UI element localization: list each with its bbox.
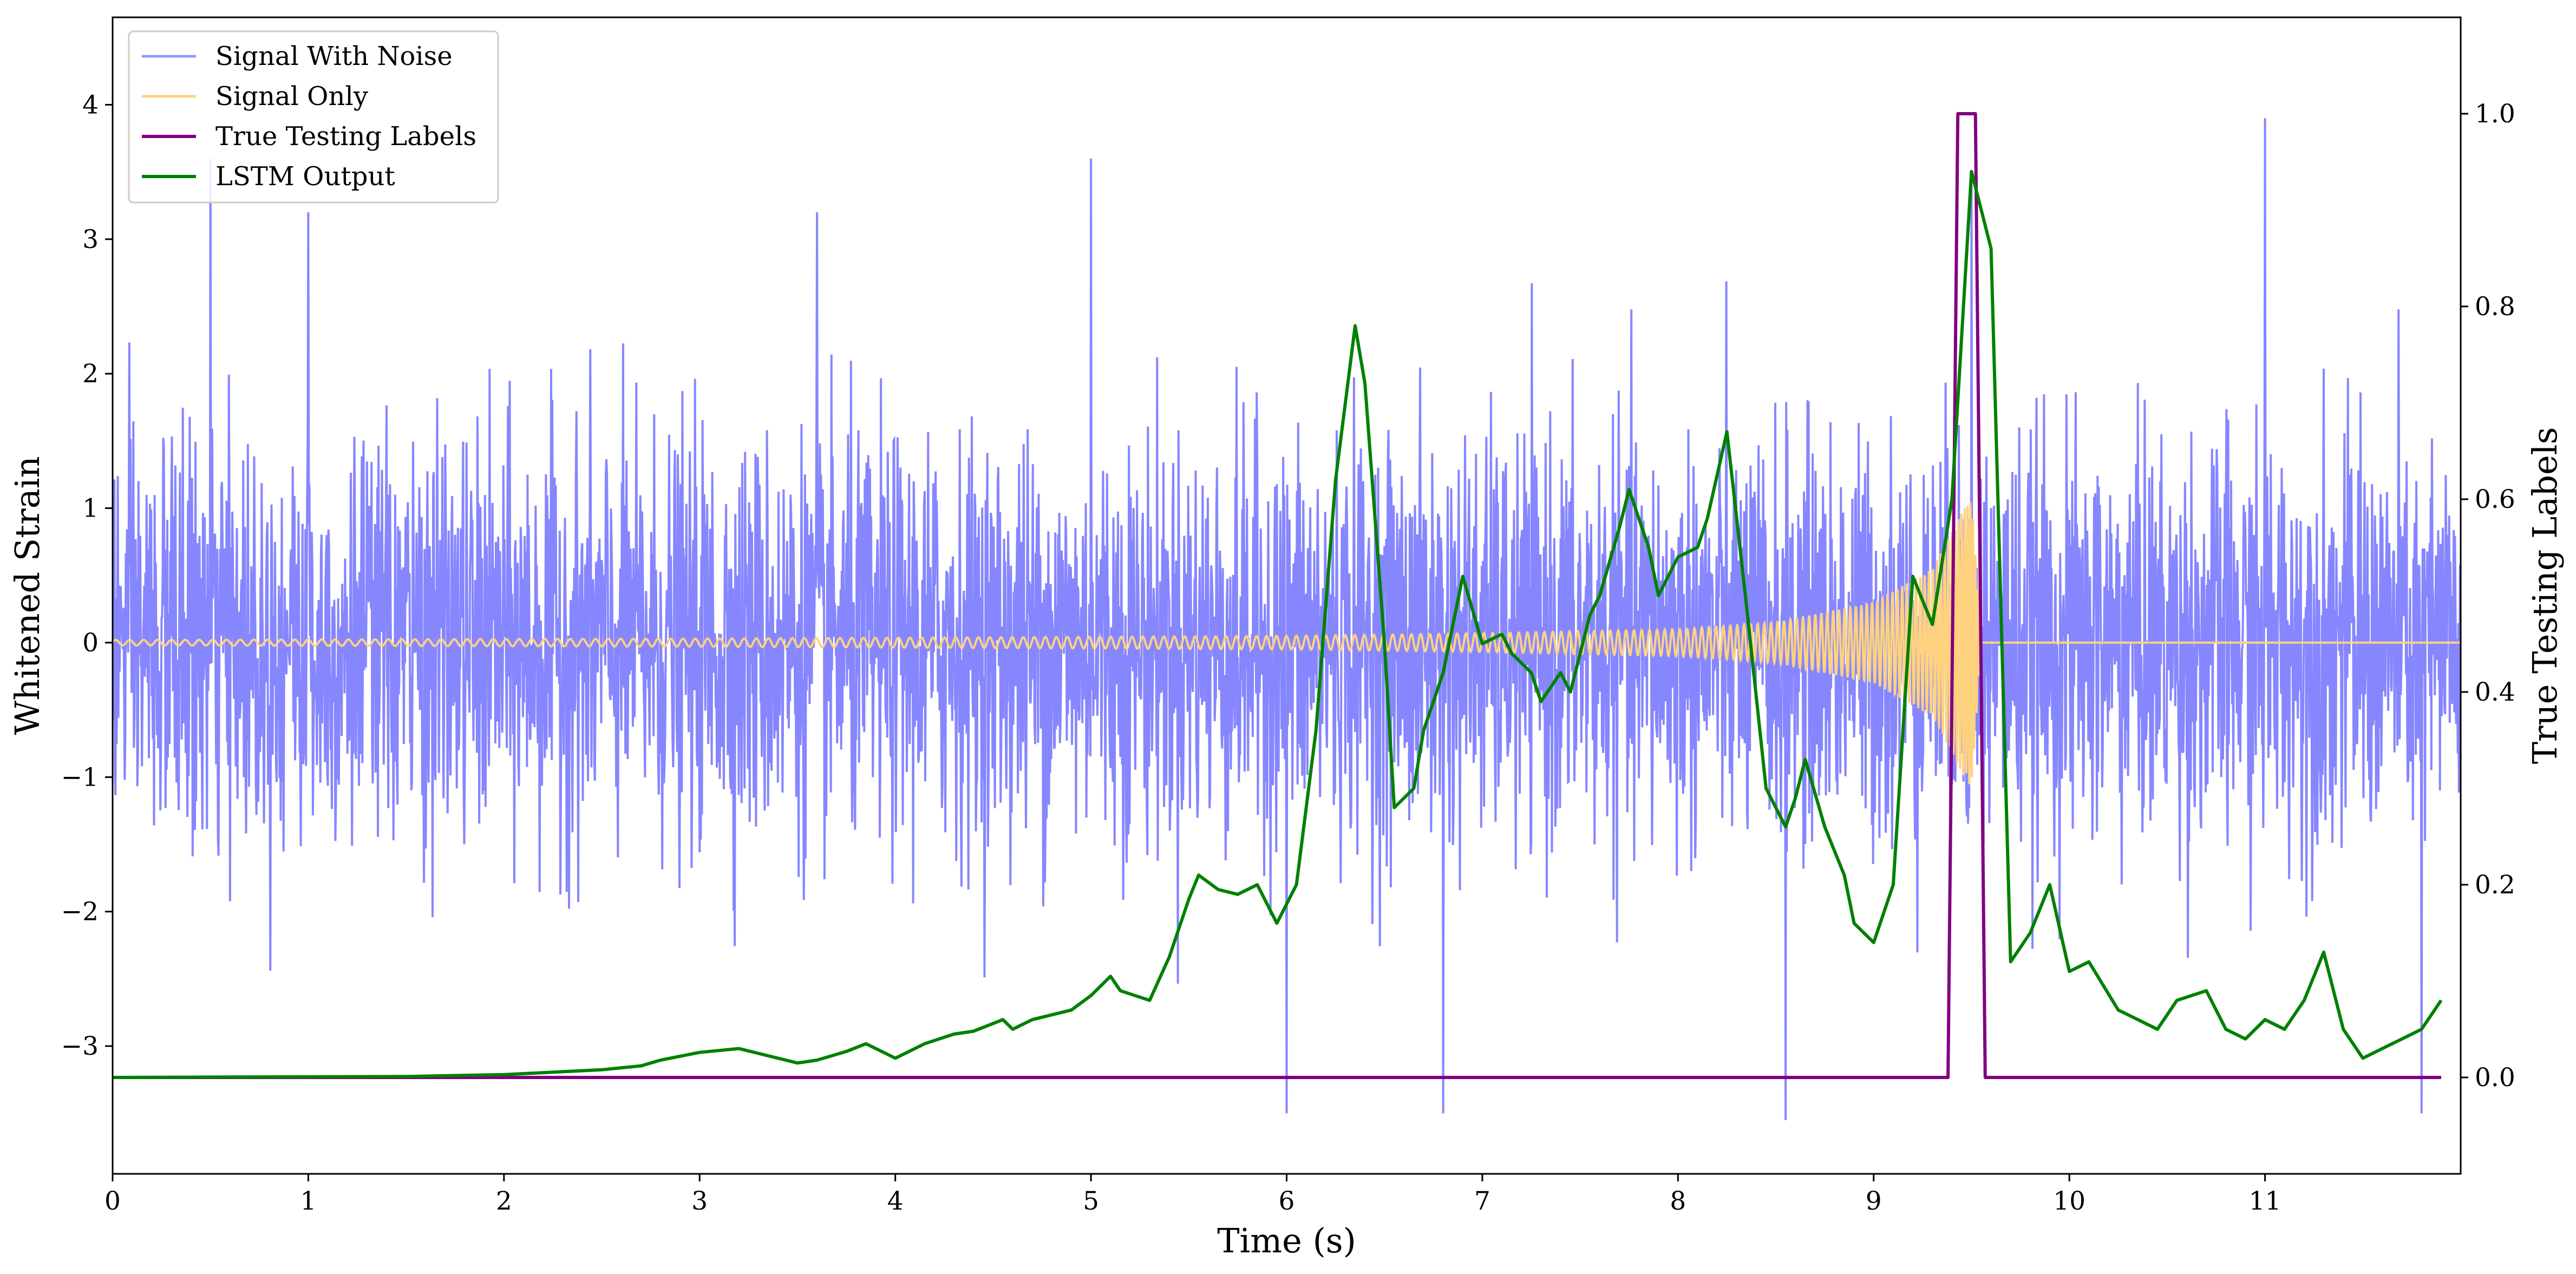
x-tick-label: 3 bbox=[691, 1186, 708, 1216]
y-tick-label: 0 bbox=[82, 628, 99, 658]
axes-layer: 0 1 2 3 4 5 6 7 8 9 10 11 −3 −2 −1 0 1 2 3 4 0.0 0.2 0.4 0.6 0.8… bbox=[61, 16, 2515, 1216]
x-tick-label: 8 bbox=[1670, 1186, 1686, 1216]
legend-label-signal-only: Signal Only bbox=[215, 81, 368, 112]
x-axis-title: Time (s) bbox=[1217, 1221, 1356, 1260]
x-tick-label: 1 bbox=[300, 1186, 316, 1216]
y-tick-label: −3 bbox=[61, 1031, 99, 1061]
x-tick-label: 2 bbox=[496, 1186, 512, 1216]
x-tick-label: 6 bbox=[1279, 1186, 1295, 1216]
y-tick-label: −2 bbox=[61, 897, 99, 927]
series-true-testing-labels bbox=[113, 112, 2441, 1079]
series-signal-with-noise bbox=[113, 118, 2461, 1120]
legend: Signal With Noise Signal Only True Testi… bbox=[128, 30, 499, 204]
y2-tick-label: 1.0 bbox=[2475, 99, 2515, 129]
legend-label-lstm-output: LSTM Output bbox=[215, 161, 395, 192]
y-tick-label: 3 bbox=[82, 225, 99, 254]
series-lstm-output bbox=[113, 169, 2443, 1079]
y2-tick-label: 0.4 bbox=[2475, 677, 2515, 707]
x-tick-label: 9 bbox=[1866, 1186, 1882, 1216]
x-tick-label: 11 bbox=[2249, 1186, 2281, 1216]
series-layer bbox=[113, 112, 2461, 1120]
series-signal-only bbox=[113, 502, 2461, 785]
x-tick-label: 4 bbox=[887, 1186, 904, 1216]
x-tick-label: 5 bbox=[1083, 1186, 1099, 1216]
y-tick-label: 1 bbox=[82, 494, 99, 524]
y-tick-label: 4 bbox=[82, 90, 99, 120]
y2-tick-label: 0.0 bbox=[2475, 1063, 2515, 1093]
legend-label-signal-with-noise: Signal With Noise bbox=[215, 41, 453, 71]
y2-tick-label: 0.8 bbox=[2475, 292, 2515, 322]
y2-axis-title: True Testing Labels bbox=[2525, 427, 2565, 765]
y2-tick-label: 0.6 bbox=[2475, 485, 2515, 514]
y2-tick-label: 0.2 bbox=[2475, 870, 2515, 900]
x-tick-label: 0 bbox=[104, 1186, 121, 1216]
y-axis-title: Whitened Strain bbox=[8, 456, 47, 735]
y-tick-label: −1 bbox=[61, 762, 99, 792]
legend-box bbox=[128, 30, 499, 204]
y-tick-label: 2 bbox=[82, 359, 99, 389]
legend-label-true-testing-labels: True Testing Labels bbox=[215, 121, 476, 152]
x-tick-label: 10 bbox=[2053, 1186, 2085, 1216]
x-tick-label: 7 bbox=[1474, 1186, 1490, 1216]
